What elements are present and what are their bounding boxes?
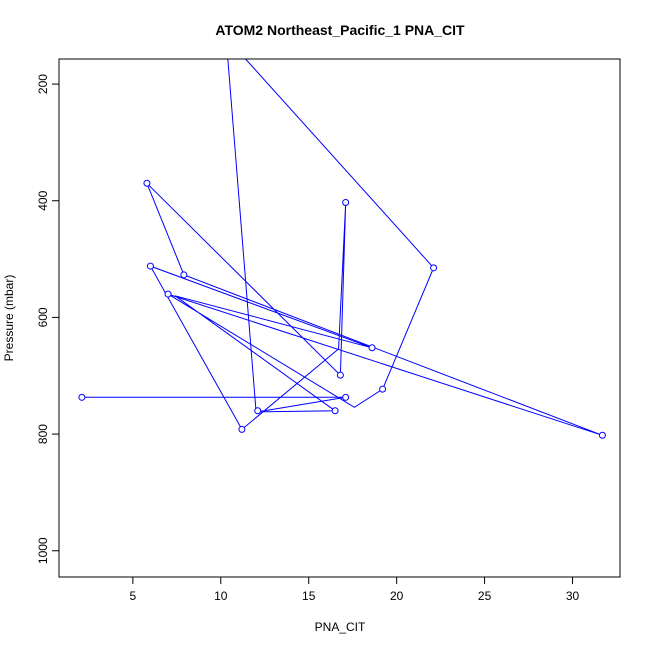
y-tick-label: 1000 (36, 537, 50, 564)
x-axis-label: PNA_CIT (315, 620, 366, 634)
data-points (78, 179, 606, 439)
x-tick-label: 15 (302, 589, 316, 603)
data-point (342, 199, 350, 206)
data-point (238, 425, 246, 433)
data-point (331, 407, 339, 415)
x-tick-label: 5 (130, 589, 137, 603)
chart-title: ATOM2 Northeast_Pacific_1 PNA_CIT (215, 22, 465, 38)
data-point (379, 385, 387, 393)
y-tick-label: 800 (36, 424, 50, 444)
data-point (254, 407, 262, 415)
data-point (342, 393, 350, 401)
x-tick-label: 30 (566, 589, 580, 603)
y-axis-label: Pressure (mbar) (2, 275, 16, 362)
y-tick-label: 400 (36, 190, 50, 210)
plot-frame (58, 58, 621, 578)
x-tick-label: 20 (390, 589, 404, 603)
x-tick-label: 10 (214, 589, 228, 603)
y-tick-label: 600 (36, 307, 50, 327)
data-point (598, 431, 606, 439)
data-point (146, 262, 154, 270)
data-point (336, 371, 344, 379)
data-point (164, 290, 172, 298)
data-point (78, 393, 86, 401)
y-tick-label: 200 (36, 74, 50, 94)
y-axis: 200 400 600 800 1000 (36, 74, 59, 564)
data-point (368, 344, 376, 352)
data-point (180, 271, 188, 279)
x-tick-label: 25 (478, 589, 492, 603)
data-point (143, 179, 151, 187)
series-line (81, 59, 603, 436)
x-axis: 5 10 15 20 25 30 (130, 577, 580, 603)
data-point (430, 264, 438, 272)
